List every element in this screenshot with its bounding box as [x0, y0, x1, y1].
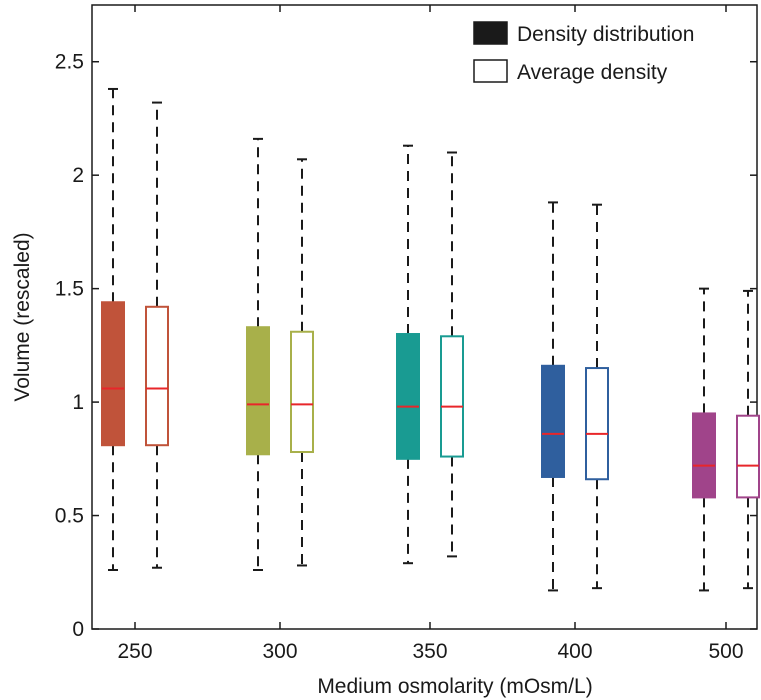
x-axis-label: Medium osmolarity (mOsm/L) [317, 675, 592, 698]
y-tick-label: 1 [72, 391, 84, 414]
x-tick-label: 250 [117, 640, 152, 663]
box-iqr [396, 333, 420, 460]
box-iqr [440, 335, 464, 458]
box-density-distribution-500 [692, 287, 716, 592]
box-density-distribution-300 [246, 137, 270, 572]
y-tick-label: 0.5 [55, 505, 84, 528]
x-tick-label: 400 [557, 640, 592, 663]
box-iqr [736, 414, 760, 499]
box-iqr [145, 305, 169, 447]
box-iqr [246, 326, 270, 456]
legend: Density distribution Average density [473, 21, 694, 84]
y-tick-label: 2 [72, 164, 84, 187]
box-average-density-400 [585, 203, 609, 590]
y-axis-label: Volume (rescaled) [11, 232, 34, 401]
legend-label-average-density: Average density [517, 61, 668, 84]
x-tick-label: 350 [412, 640, 447, 663]
box-iqr [585, 367, 609, 481]
box-average-density-250 [145, 101, 169, 569]
box-density-distribution-400 [541, 201, 565, 592]
box-average-density-300 [290, 158, 314, 567]
box-density-distribution-250 [101, 87, 125, 572]
y-tick-label: 1.5 [55, 278, 84, 301]
x-axis: 250 300 350 400 500 [117, 5, 744, 663]
x-tick-label: 300 [262, 640, 297, 663]
x-tick-label: 500 [708, 640, 743, 663]
box-average-density-500 [736, 289, 760, 590]
legend-swatch-outline [473, 59, 508, 83]
legend-label-density-distribution: Density distribution [517, 23, 694, 46]
box-density-distribution-350 [396, 144, 420, 565]
legend-swatch-filled [473, 21, 508, 45]
box-iqr [692, 412, 716, 499]
box-iqr [541, 364, 565, 478]
box-iqr [290, 330, 314, 454]
box-average-density-350 [440, 151, 464, 558]
y-axis: 0 0.5 1 1.5 2 2.5 [55, 51, 757, 641]
plot-frame [91, 4, 758, 630]
box-iqr [101, 301, 125, 447]
box-groups [101, 87, 760, 592]
y-tick-label: 2.5 [55, 51, 84, 74]
y-tick-label: 0 [72, 618, 84, 641]
